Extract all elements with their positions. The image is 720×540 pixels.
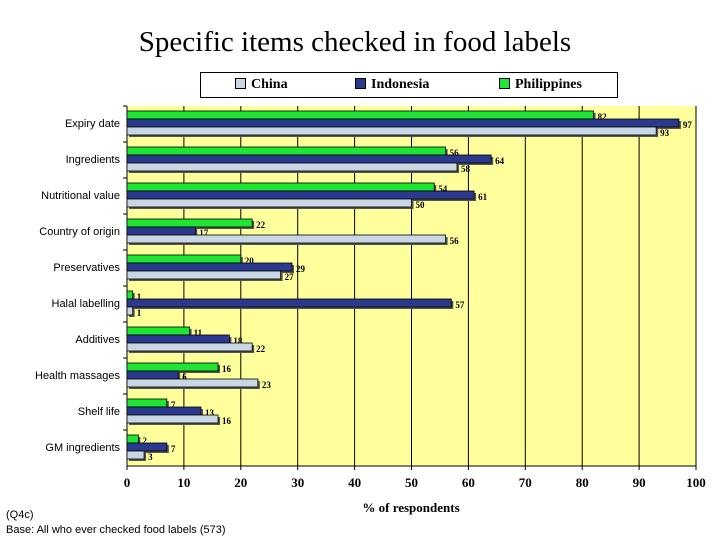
data-label-china-preservatives: 27 bbox=[285, 272, 295, 282]
legend-swatch-indonesia bbox=[355, 78, 366, 90]
data-label-china-health-massages: 23 bbox=[262, 380, 272, 390]
data-label-philippines-shelf-life: 7 bbox=[171, 400, 176, 410]
data-label-china-gm-ingredients: 3 bbox=[148, 452, 153, 462]
data-label-philippines-preservatives: 20 bbox=[245, 256, 255, 266]
bar-philippines-gm-ingredients bbox=[126, 434, 139, 444]
data-label-indonesia-gm-ingredients: 7 bbox=[171, 444, 176, 454]
bar-china-health-massages bbox=[126, 378, 259, 388]
bar-china-gm-ingredients bbox=[126, 450, 145, 460]
bar-indonesia-health-massages bbox=[126, 370, 179, 380]
footnote-base: Base: All who ever checked food labels (… bbox=[6, 524, 226, 536]
y-category-label-additives: Additives bbox=[75, 334, 120, 346]
x-tick-label-90: 90 bbox=[633, 475, 646, 490]
data-label-indonesia-halal-labelling: 57 bbox=[455, 300, 465, 310]
bar-china-preservatives bbox=[126, 270, 282, 280]
x-tick-label-80: 80 bbox=[576, 475, 589, 490]
x-tick-label-50: 50 bbox=[405, 475, 418, 490]
x-tick-label-10: 10 bbox=[177, 475, 190, 490]
y-category-label-country-of-origin: Country of origin bbox=[39, 226, 120, 238]
chart-title: Specific items checked in food labels bbox=[138, 26, 572, 58]
y-category-label-expiry-date: Expiry date bbox=[65, 118, 120, 130]
data-label-china-shelf-life: 16 bbox=[222, 416, 232, 426]
data-label-philippines-country-of-origin: 22 bbox=[256, 220, 266, 230]
bar-philippines-country-of-origin bbox=[126, 218, 253, 228]
legend-swatch-philippines bbox=[499, 78, 510, 90]
data-label-china-expiry-date: 93 bbox=[660, 128, 670, 138]
bar-philippines-shelf-life bbox=[126, 398, 168, 408]
y-category-label-ingredients: Ingredients bbox=[66, 154, 121, 166]
data-label-philippines-gm-ingredients: 2 bbox=[142, 436, 147, 446]
bar-indonesia-ingredients bbox=[126, 154, 492, 164]
bar-philippines-ingredients bbox=[126, 146, 447, 156]
data-label-indonesia-nutritional-value: 61 bbox=[478, 192, 488, 202]
x-tick-label-0: 0 bbox=[124, 475, 131, 490]
data-label-philippines-additives: 11 bbox=[194, 328, 203, 338]
bar-china-halal-labelling bbox=[126, 306, 134, 316]
data-label-china-halal-labelling: 1 bbox=[137, 308, 142, 318]
x-tick-label-20: 20 bbox=[234, 475, 247, 490]
y-category-label-gm-ingredients: GM ingredients bbox=[45, 442, 120, 454]
x-tick-label-60: 60 bbox=[462, 475, 475, 490]
bar-indonesia-gm-ingredients bbox=[126, 442, 168, 452]
y-category-label-halal-labelling: Halal labelling bbox=[52, 298, 121, 310]
bar-philippines-additives bbox=[126, 326, 190, 336]
chart-legend: China Indonesia Philippines bbox=[200, 72, 618, 98]
legend-item-philippines: Philippines bbox=[499, 77, 582, 93]
data-label-indonesia-expiry-date: 97 bbox=[683, 120, 693, 130]
x-tick-label-40: 40 bbox=[348, 475, 361, 490]
data-label-china-additives: 22 bbox=[256, 344, 266, 354]
bar-indonesia-preservatives bbox=[126, 262, 293, 272]
legend-item-china: China bbox=[235, 77, 288, 93]
bar-china-country-of-origin bbox=[126, 234, 447, 244]
bar-philippines-health-massages bbox=[126, 362, 219, 372]
bar-indonesia-shelf-life bbox=[126, 406, 202, 416]
bar-indonesia-expiry-date bbox=[126, 118, 680, 128]
y-category-label-shelf-life: Shelf life bbox=[78, 406, 120, 418]
data-label-philippines-health-massages: 16 bbox=[222, 364, 232, 374]
data-label-indonesia-ingredients: 64 bbox=[495, 156, 505, 166]
x-axis-title: % of respondents bbox=[362, 500, 459, 515]
legend-label-indonesia: Indonesia bbox=[371, 77, 430, 92]
data-label-indonesia-shelf-life: 13 bbox=[205, 408, 215, 418]
bar-china-nutritional-value bbox=[126, 198, 412, 208]
data-label-china-country-of-origin: 56 bbox=[450, 236, 460, 246]
bar-indonesia-additives bbox=[126, 334, 230, 344]
data-label-indonesia-additives: 18 bbox=[233, 336, 243, 346]
footnote: (Q4c) Base: All who ever checked food la… bbox=[6, 508, 226, 538]
bar-philippines-preservatives bbox=[126, 254, 242, 264]
x-tick-label-70: 70 bbox=[519, 475, 532, 490]
bar-philippines-expiry-date bbox=[126, 110, 594, 120]
data-label-indonesia-country-of-origin: 17 bbox=[199, 228, 209, 238]
legend-label-china: China bbox=[251, 77, 288, 92]
data-label-indonesia-preservatives: 29 bbox=[296, 264, 306, 274]
bar-china-shelf-life bbox=[126, 414, 219, 424]
x-tick-label-30: 30 bbox=[291, 475, 304, 490]
data-label-indonesia-health-massages: 6 bbox=[182, 372, 187, 382]
legend-swatch-china bbox=[235, 78, 246, 90]
bar-china-ingredients bbox=[126, 162, 458, 172]
bar-philippines-halal-labelling bbox=[126, 290, 134, 300]
data-label-philippines-nutritional-value: 54 bbox=[438, 184, 448, 194]
data-label-china-nutritional-value: 50 bbox=[416, 200, 426, 210]
bar-indonesia-halal-labelling bbox=[126, 298, 452, 308]
legend-item-indonesia: Indonesia bbox=[355, 77, 429, 93]
x-tick-label-100: 100 bbox=[686, 475, 706, 490]
data-label-philippines-expiry-date: 82 bbox=[598, 112, 608, 122]
legend-label-philippines: Philippines bbox=[515, 77, 582, 92]
bar-indonesia-nutritional-value bbox=[126, 190, 475, 200]
bar-philippines-nutritional-value bbox=[126, 182, 435, 192]
bar-china-additives bbox=[126, 342, 253, 352]
data-label-philippines-halal-labelling: 1 bbox=[137, 292, 142, 302]
data-label-philippines-ingredients: 56 bbox=[450, 148, 460, 158]
data-label-china-ingredients: 58 bbox=[461, 164, 471, 174]
bar-china-expiry-date bbox=[126, 126, 657, 136]
y-category-label-preservatives: Preservatives bbox=[53, 262, 120, 274]
y-category-label-health-massages: Health massages bbox=[35, 370, 120, 382]
bar-indonesia-country-of-origin bbox=[126, 226, 196, 236]
footnote-question: (Q4c) bbox=[6, 509, 34, 521]
y-category-label-nutritional-value: Nutritional value bbox=[41, 190, 120, 202]
